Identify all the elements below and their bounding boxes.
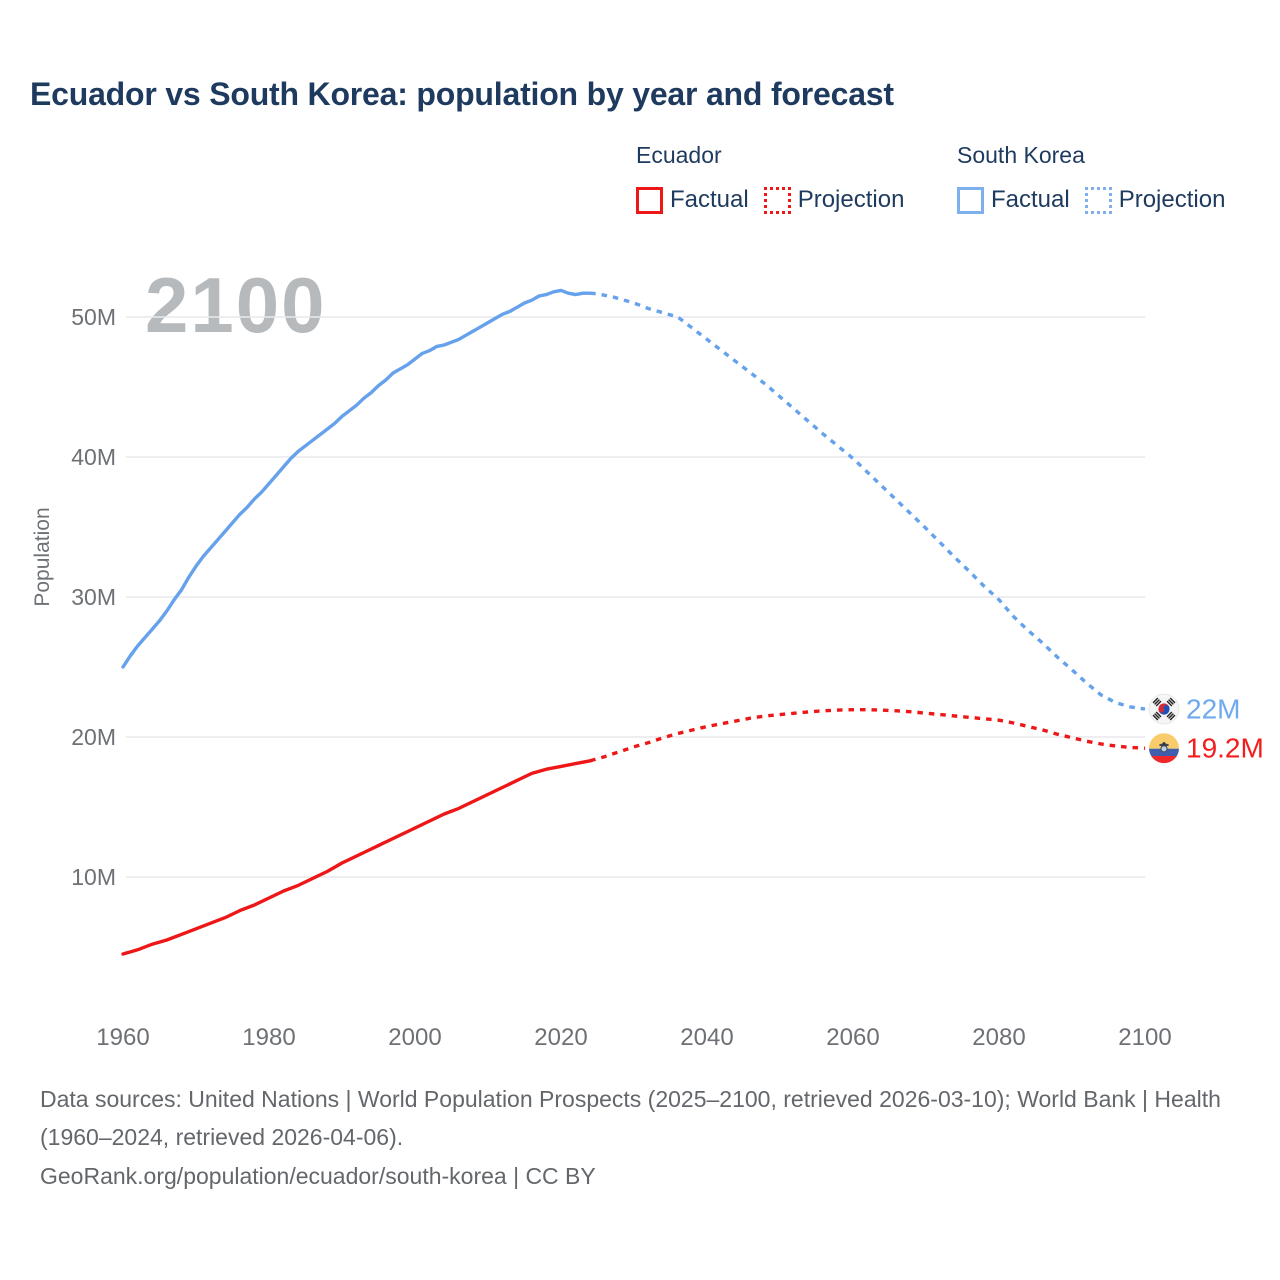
legend-item-label: Projection (1118, 186, 1226, 213)
data-sources-text: Data sources: United Nations | World Pop… (40, 1086, 1221, 1150)
legend-group-title-ecuador: Ecuador (636, 142, 722, 168)
legend-group-ecuador: Ecuador Factual Projection (636, 142, 919, 214)
y-tick-label-30M: 30M (71, 584, 116, 610)
x-tick-label-2000: 2000 (388, 1024, 441, 1051)
legend-item-ecuador-factual[interactable]: Factual (636, 186, 749, 214)
legend-item-label: Factual (991, 186, 1070, 213)
x-tick-label-2080: 2080 (972, 1024, 1025, 1051)
end-value-label-ecuador: 19.2M (1186, 733, 1264, 764)
x-tick-label-2060: 2060 (826, 1024, 879, 1051)
chart-title: Ecuador vs South Korea: population by ye… (30, 76, 894, 112)
legend-item-label: Projection (797, 186, 905, 213)
series-line-south-korea-projection[interactable] (590, 291, 1146, 711)
legend-item-south-korea-projection[interactable]: Projection (1084, 186, 1226, 214)
y-axis-title: Population (31, 507, 54, 607)
legend-group-south-korea: South Korea Factual Projection (957, 142, 1240, 214)
x-tick-label-2040: 2040 (680, 1024, 733, 1051)
series-line-ecuador-projection[interactable] (589, 708, 1146, 763)
legend-item-south-korea-factual[interactable]: Factual (957, 186, 1070, 214)
end-value-label-south-korea: 22M (1186, 694, 1240, 725)
legend-item-ecuador-projection[interactable]: Projection (763, 186, 905, 214)
south-korea-flag-icon (1148, 693, 1180, 725)
legend-swatch-solid-icon (636, 186, 663, 214)
footer: Data sources: United Nations | World Pop… (40, 1080, 1230, 1195)
legend-swatch-dotted-icon (1084, 186, 1112, 214)
legend-swatch-dotted-icon (763, 186, 791, 214)
attribution-link[interactable]: GeoRank.org/population/ecuador/south-kor… (40, 1163, 596, 1189)
ecuador-flag-icon (1149, 733, 1179, 764)
legend-item-label: Factual (670, 186, 749, 213)
series-line-ecuador-factual[interactable] (121, 759, 592, 956)
x-tick-label-1960: 1960 (96, 1024, 149, 1051)
legend-swatch-solid-icon (957, 186, 984, 214)
x-tick-label-1980: 1980 (242, 1024, 295, 1051)
x-tick-label-2020: 2020 (534, 1024, 587, 1051)
year-watermark: 2100 (145, 261, 327, 349)
series-line-south-korea-factual[interactable] (121, 288, 592, 669)
y-tick-label-40M: 40M (71, 444, 116, 470)
x-tick-label-2100: 2100 (1118, 1024, 1171, 1051)
y-tick-label-10M: 10M (71, 864, 116, 890)
y-tick-label-20M: 20M (71, 724, 116, 750)
y-tick-label-50M: 50M (71, 304, 116, 330)
legend-group-title-south-korea: South Korea (957, 142, 1085, 168)
